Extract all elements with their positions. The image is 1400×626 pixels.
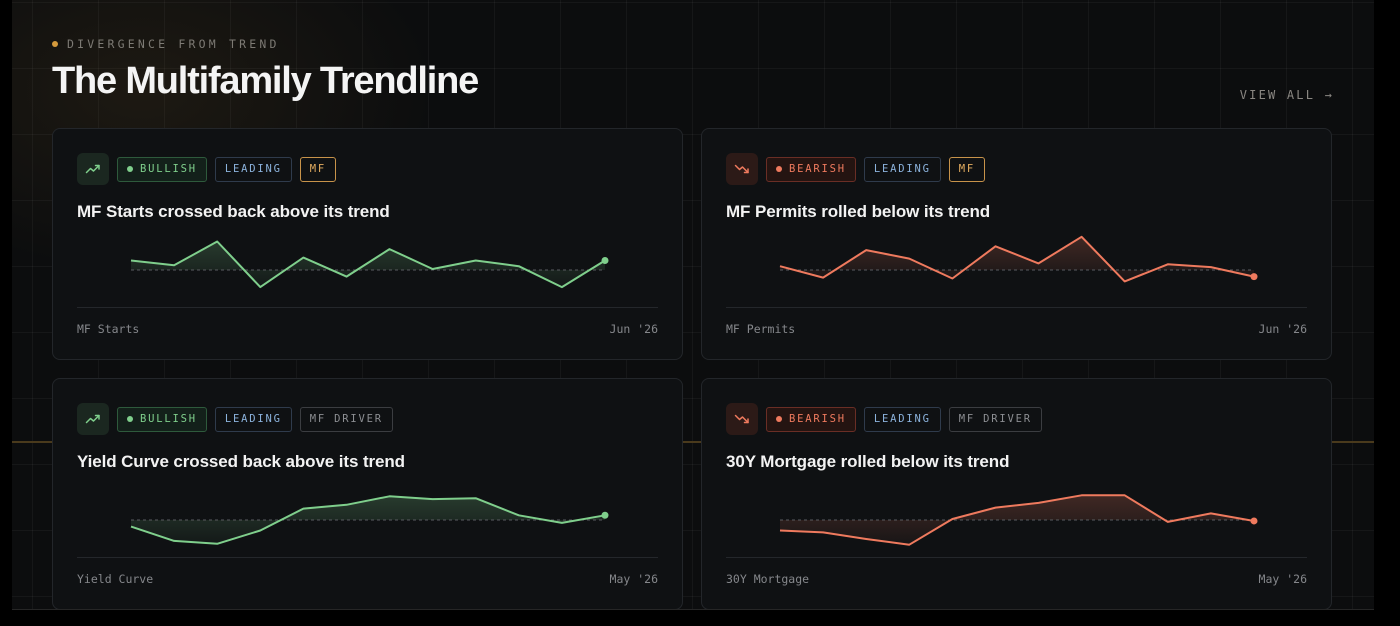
- card-divider: [726, 557, 1307, 558]
- card-tags: BULLISH LEADING MF: [77, 153, 336, 185]
- signal-label: BEARISH: [789, 163, 846, 175]
- series-name: Yield Curve: [77, 572, 154, 586]
- accent-dot: [52, 41, 58, 47]
- signal-badge: BULLISH: [117, 156, 207, 182]
- section-eyebrow: DIVERGENCE FROM TREND: [52, 37, 280, 51]
- sparkline-area: [131, 241, 605, 288]
- card-headline: MF Permits rolled below its trend: [726, 202, 991, 221]
- as-of-date: Jun '26: [609, 322, 658, 336]
- signal-dot: [127, 166, 133, 172]
- signal-badge: BULLISH: [117, 406, 207, 432]
- category-badge: MF DRIVER: [948, 406, 1042, 432]
- signal-label: BULLISH: [140, 163, 197, 175]
- trend-card-mf-starts[interactable]: BULLISH LEADING MF MF Starts crossed bac…: [52, 128, 683, 360]
- sparkline-series: [779, 235, 1255, 283]
- as-of-date: Jun '26: [1258, 322, 1307, 336]
- sparkline-series: [130, 495, 606, 545]
- card-tags: BEARISH LEADING MF DRIVER: [726, 403, 1042, 435]
- sparkline-series: [130, 240, 606, 289]
- sparkline-series: [779, 494, 1255, 546]
- card-headline: 30Y Mortgage rolled below its trend: [726, 452, 1010, 471]
- signal-dot: [776, 416, 782, 422]
- signal-dot: [776, 166, 782, 172]
- timing-badge: LEADING: [863, 156, 941, 182]
- card-tags: BULLISH LEADING MF DRIVER: [77, 403, 393, 435]
- series-name: MF Starts: [77, 322, 140, 336]
- sparkline-chart: [130, 495, 609, 545]
- trend-up-icon: [77, 403, 109, 435]
- trend-card-mf-permits[interactable]: BEARISH LEADING MF MF Permits rolled bel…: [701, 128, 1332, 360]
- category-badge: MF: [299, 156, 336, 182]
- card-headline: MF Starts crossed back above its trend: [77, 202, 390, 221]
- timing-badge: LEADING: [214, 406, 292, 432]
- card-divider: [726, 307, 1307, 308]
- sparkline-chart: [779, 235, 1258, 283]
- eyebrow-label: DIVERGENCE FROM TREND: [67, 37, 280, 51]
- timing-badge: LEADING: [214, 156, 292, 182]
- timing-badge: LEADING: [863, 406, 941, 432]
- page-title: The Multifamily Trendline: [52, 60, 479, 102]
- signal-badge: BEARISH: [766, 156, 856, 182]
- trendline-panel: DIVERGENCE FROM TREND The Multifamily Tr…: [12, 0, 1374, 610]
- series-name: MF Permits: [726, 322, 796, 336]
- signal-label: BEARISH: [789, 413, 846, 425]
- sparkline-area: [131, 496, 605, 544]
- signal-label: BULLISH: [140, 413, 197, 425]
- as-of-date: May '26: [1258, 572, 1307, 586]
- series-name: 30Y Mortgage: [726, 572, 810, 586]
- card-tags: BEARISH LEADING MF: [726, 153, 985, 185]
- view-all-link[interactable]: VIEW ALL →: [1239, 88, 1334, 102]
- decorative-divider: [12, 441, 1374, 443]
- latest-point: [1250, 273, 1258, 281]
- latest-point: [1250, 517, 1258, 525]
- trend-down-icon: [726, 153, 758, 185]
- trend-down-icon: [726, 403, 758, 435]
- card-divider: [77, 557, 658, 558]
- trend-up-icon: [77, 153, 109, 185]
- card-divider: [77, 307, 658, 308]
- trend-card-yield-curve[interactable]: BULLISH LEADING MF DRIVER Yield Curve cr…: [52, 378, 683, 609]
- category-badge: MF DRIVER: [299, 406, 393, 432]
- trend-card-30y-mortgage[interactable]: BEARISH LEADING MF DRIVER 30Y Mortgage r…: [701, 378, 1332, 609]
- category-badge: MF: [948, 156, 985, 182]
- signal-dot: [127, 416, 133, 422]
- sparkline-chart: [779, 494, 1258, 546]
- as-of-date: May '26: [609, 572, 658, 586]
- card-headline: Yield Curve crossed back above its trend: [77, 452, 405, 471]
- sparkline-chart: [130, 240, 609, 289]
- latest-point: [601, 511, 609, 519]
- latest-point: [601, 257, 609, 264]
- signal-badge: BEARISH: [766, 406, 856, 432]
